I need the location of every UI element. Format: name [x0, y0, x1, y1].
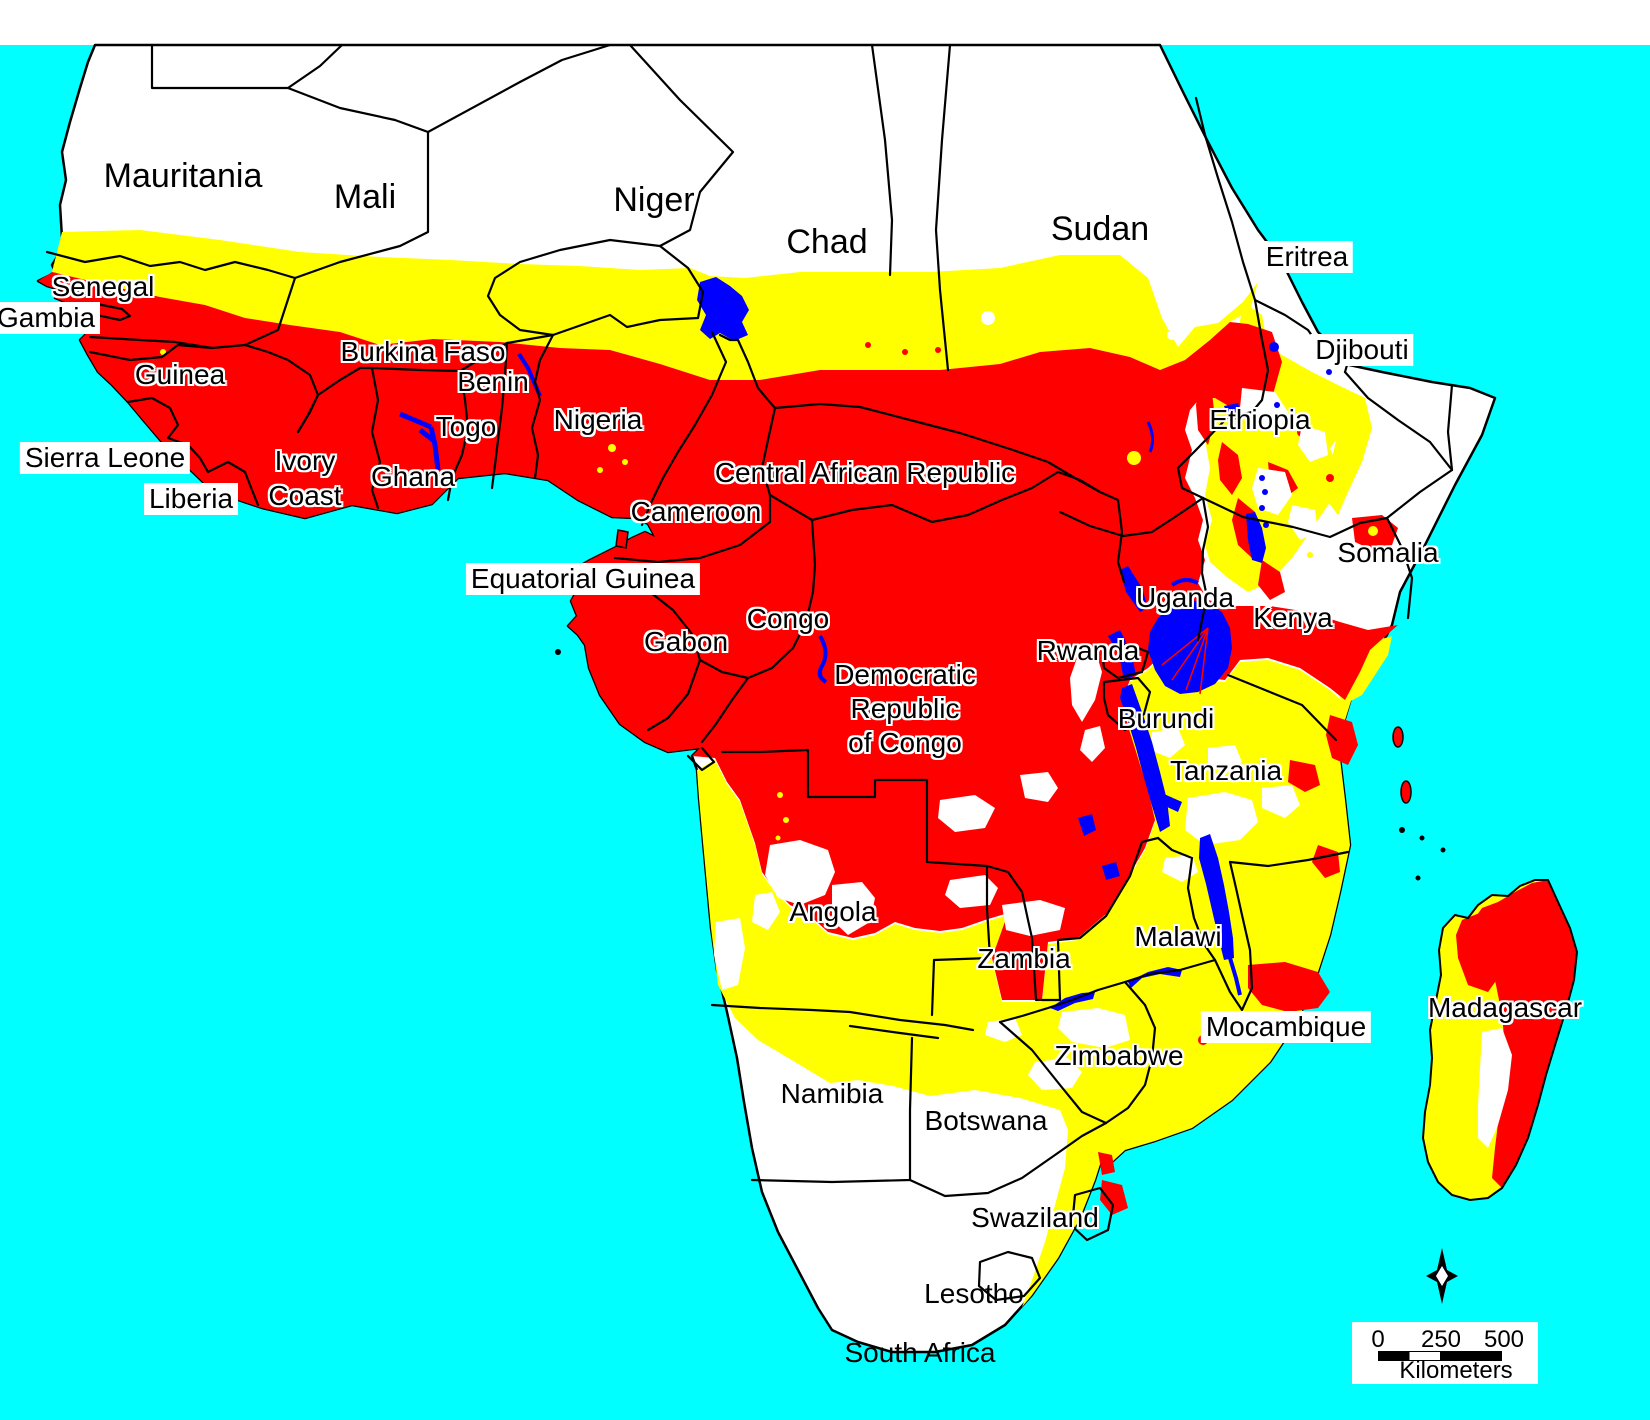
drc-line1: Democratic	[834, 659, 976, 690]
scale-tick-250: 250	[1420, 1326, 1462, 1353]
no-risk-white-patches	[714, 311, 1328, 1090]
country-label-sudan: Sudan	[1050, 210, 1150, 248]
ivory-coast-line1: Ivory	[274, 445, 336, 476]
country-label-mali: Mali	[333, 178, 397, 216]
country-label-ivory-coast: Ivory Coast	[268, 443, 341, 513]
lake-turkana	[1246, 512, 1266, 563]
lake-chad	[697, 277, 749, 341]
scale-tick-0: 0	[1371, 1326, 1385, 1353]
country-label-mauritania: Mauritania	[103, 157, 263, 195]
madagascar-island	[1421, 879, 1579, 1202]
country-label-gabon: Gabon	[643, 626, 729, 657]
country-label-cameroon: Cameroon	[630, 496, 762, 527]
country-label-senegal: Senegal	[51, 271, 155, 302]
scale-bar-segments	[1378, 1351, 1502, 1361]
country-label-malawi: Malawi	[1134, 921, 1222, 952]
white-nile	[1146, 421, 1155, 453]
drc-line2: Republic	[850, 693, 960, 724]
drc-line3: of Congo	[848, 727, 962, 758]
country-label-tanzania: Tanzania	[1169, 755, 1283, 786]
lake-malawi	[1199, 834, 1234, 960]
country-label-ethiopia: Ethiopia	[1209, 404, 1311, 435]
country-label-mocambique: Mocambique	[1200, 1011, 1372, 1043]
country-label-zambia: Zambia	[977, 943, 1071, 974]
congo-river	[817, 634, 828, 684]
yellow-speckles	[160, 349, 1378, 841]
north-arrow-icon	[1426, 1248, 1458, 1304]
lake-mweru	[1078, 814, 1096, 836]
country-label-equatorial-guinea: Equatorial Guinea	[465, 563, 701, 595]
lake-victoria-hatch	[1161, 627, 1209, 695]
country-label-namibia: Namibia	[780, 1078, 884, 1109]
country-label-drc: Democratic Republic of Congo	[834, 658, 976, 760]
country-label-lesotho: Lesotho	[924, 1278, 1024, 1309]
country-label-botswana: Botswana	[924, 1105, 1048, 1136]
country-label-nigeria: Nigeria	[553, 404, 643, 435]
ivory-coast-line2: Coast	[268, 480, 342, 511]
country-label-congo: Congo	[746, 603, 830, 634]
lake-kyoga	[1170, 578, 1199, 587]
shire-river	[1228, 957, 1242, 996]
country-label-burkina-faso: Burkina Faso	[340, 336, 506, 367]
country-label-ghana: Ghana	[370, 461, 456, 492]
country-label-gambia: Gambia	[0, 302, 101, 334]
scale-unit-label: Kilometers	[1399, 1357, 1513, 1384]
lakes-and-rivers	[399, 277, 1332, 1011]
country-label-central-african-republic: Central African Republic	[714, 457, 1016, 488]
country-label-togo: Togo	[435, 411, 497, 442]
lake-rukwa	[1152, 790, 1182, 812]
country-label-niger: Niger	[613, 181, 695, 219]
country-label-kenya: Kenya	[1253, 602, 1333, 633]
lake-victoria	[1148, 600, 1232, 694]
lake-albert	[1120, 566, 1148, 612]
scale-tick-500: 500	[1483, 1326, 1525, 1353]
country-label-south-africa: South Africa	[844, 1337, 996, 1368]
country-label-djibouti: Djibouti	[1310, 334, 1414, 366]
country-label-angola: Angola	[789, 896, 877, 927]
country-label-guinea: Guinea	[134, 359, 226, 390]
country-label-eritrea: Eritrea	[1260, 241, 1354, 273]
lake-bangweulu	[1102, 862, 1120, 880]
country-label-chad: Chad	[786, 223, 868, 261]
small-islands	[555, 529, 1446, 881]
country-label-zimbabwe: Zimbabwe	[1054, 1040, 1184, 1071]
country-borders	[45, 43, 1454, 1302]
country-label-benin: Benin	[457, 366, 529, 397]
country-label-uganda: Uganda	[1135, 582, 1235, 613]
country-label-burundi: Burundi	[1117, 703, 1215, 734]
country-label-swaziland: Swaziland	[971, 1202, 1099, 1233]
lake-edward	[1108, 630, 1126, 648]
lake-volta	[399, 411, 441, 471]
country-label-sierra-leone: Sierra Leone	[19, 442, 191, 474]
country-label-liberia: Liberia	[143, 483, 239, 515]
country-label-somalia: Somalia	[1337, 537, 1439, 568]
country-label-madagascar: Madagascar	[1427, 992, 1583, 1023]
lake-kariba	[1050, 992, 1095, 1011]
country-label-rwanda: Rwanda	[1036, 635, 1140, 666]
